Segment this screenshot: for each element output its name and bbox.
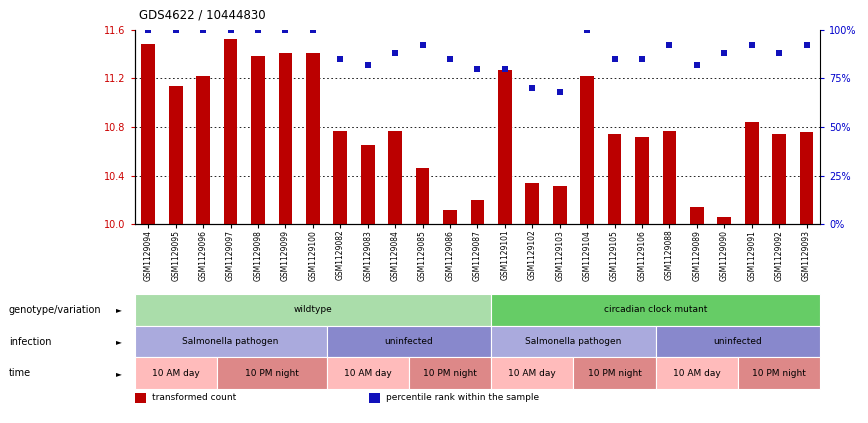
Text: 10 PM night: 10 PM night [423, 369, 477, 378]
Point [279, 26, 293, 33]
Point [443, 55, 457, 62]
Bar [224, 39, 238, 224]
Text: ►: ► [115, 305, 122, 314]
Text: 10 PM night: 10 PM night [245, 369, 299, 378]
Bar [745, 122, 759, 224]
Text: Salmonella pathogen: Salmonella pathogen [525, 337, 621, 346]
Point [470, 65, 484, 72]
Point [553, 88, 567, 95]
Text: GDS4622 / 10444830: GDS4622 / 10444830 [139, 8, 266, 21]
Text: transformed count: transformed count [152, 393, 236, 402]
Bar [416, 168, 430, 224]
Bar [306, 53, 319, 224]
Point [251, 26, 265, 33]
Point [141, 26, 155, 33]
Point [745, 42, 759, 49]
Text: 10 PM night: 10 PM night [588, 369, 641, 378]
Point [773, 49, 786, 56]
Bar [444, 209, 457, 224]
Bar [196, 76, 210, 224]
Text: 10 AM day: 10 AM day [152, 369, 200, 378]
Point [580, 26, 594, 33]
Point [361, 61, 375, 68]
Text: uninfected: uninfected [713, 337, 762, 346]
Point [525, 85, 539, 91]
Text: ►: ► [115, 369, 122, 378]
Bar [525, 183, 539, 224]
Point [196, 26, 210, 33]
Bar [361, 145, 375, 224]
Bar [388, 131, 402, 224]
Text: ►: ► [115, 337, 122, 346]
Text: circadian clock mutant: circadian clock mutant [604, 305, 707, 314]
Bar [799, 132, 813, 224]
Point [498, 65, 512, 72]
Bar [690, 207, 704, 224]
Text: genotype/variation: genotype/variation [9, 305, 102, 315]
Point [333, 55, 347, 62]
Point [306, 26, 319, 33]
Bar [470, 200, 484, 224]
Bar [251, 56, 265, 224]
Point [717, 49, 731, 56]
Point [224, 26, 238, 33]
Bar [773, 134, 786, 224]
Text: uninfected: uninfected [385, 337, 433, 346]
Text: 10 AM day: 10 AM day [673, 369, 720, 378]
Text: Salmonella pathogen: Salmonella pathogen [182, 337, 279, 346]
Bar [498, 70, 512, 224]
Bar [635, 137, 649, 224]
Point [168, 26, 182, 33]
Point [690, 61, 704, 68]
Text: 10 PM night: 10 PM night [753, 369, 806, 378]
Bar [581, 76, 594, 224]
Bar [718, 217, 731, 224]
Bar [333, 131, 347, 224]
Point [416, 42, 430, 49]
Point [662, 42, 676, 49]
Text: 10 AM day: 10 AM day [344, 369, 391, 378]
Text: wildtype: wildtype [293, 305, 332, 314]
Point [388, 49, 402, 56]
Point [608, 55, 621, 62]
Bar [662, 131, 676, 224]
Point [799, 42, 813, 49]
Bar [169, 85, 182, 224]
Text: time: time [9, 368, 30, 378]
Point [635, 55, 649, 62]
Text: infection: infection [9, 337, 51, 346]
Text: 10 AM day: 10 AM day [509, 369, 556, 378]
Bar [141, 44, 155, 224]
Bar [553, 187, 567, 224]
Bar [608, 134, 621, 224]
Text: percentile rank within the sample: percentile rank within the sample [386, 393, 539, 402]
Bar [279, 53, 293, 224]
